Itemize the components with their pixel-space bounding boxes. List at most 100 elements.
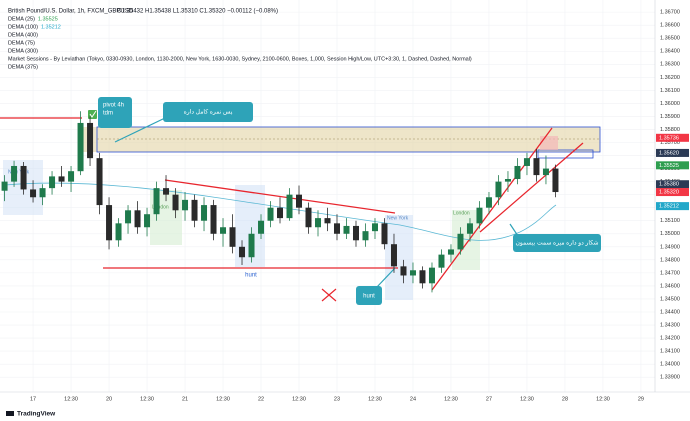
candle-body: [201, 205, 208, 221]
y-tick-label: 1.36000: [660, 101, 680, 107]
callout: [513, 234, 601, 252]
candle-body: [163, 188, 170, 195]
candle-body: [296, 194, 303, 208]
candle-body: [11, 165, 18, 182]
x-tick-label: 29: [638, 396, 644, 402]
candle-body: [77, 122, 84, 172]
check: [89, 110, 97, 118]
candle-body: [96, 158, 103, 206]
x-tick-label: 12:30: [520, 396, 534, 402]
candle-body: [362, 231, 369, 241]
x-tick-label: 24: [410, 396, 416, 402]
session-label: London: [152, 204, 169, 210]
chart-title: British Pound/U.S. Dollar, 1h, FXCM_GBPU…: [8, 9, 134, 15]
candle-body: [495, 181, 502, 198]
candle-body: [438, 254, 445, 268]
candle-body: [352, 225, 359, 241]
y-tick-label: 1.34600: [660, 283, 680, 289]
callout-text: hunt: [363, 294, 375, 300]
x-tick-label: 20: [106, 396, 112, 402]
y-tick-label: 1.35900: [660, 114, 680, 120]
callout-pointer: [375, 267, 396, 289]
y-tick-label: 1.34500: [660, 296, 680, 302]
callout-pointer: [509, 223, 519, 237]
y-tick-label: 1.34200: [660, 336, 680, 342]
zone-outline: [96, 126, 601, 153]
y-tick-label: 1.34000: [660, 362, 680, 368]
y-tick-label: 1.34800: [660, 257, 680, 263]
candle-body: [315, 218, 322, 228]
candle-body: [324, 218, 331, 224]
y-tick-label: 1.36500: [660, 36, 680, 42]
trend-line: [479, 142, 584, 233]
candle-body: [400, 266, 407, 276]
candle-body: [476, 207, 483, 224]
price-tag: [656, 180, 689, 189]
x-tick-label: 17: [30, 396, 36, 402]
y-tick-label: 1.34700: [660, 270, 680, 276]
y-tick-label: 1.35000: [660, 231, 680, 237]
supply-zone: [82, 127, 600, 152]
candle-body: [1, 181, 8, 191]
price-tag: [656, 161, 689, 170]
legend: British Pound/U.S. Dollar, 1h, FXCM_GBPU…: [8, 9, 278, 15]
candle-body: [68, 171, 75, 182]
price-tag-label: 1.35620: [659, 150, 679, 156]
x-tick-label: 12:30: [216, 396, 230, 402]
price-tag: [656, 133, 689, 142]
candle-body: [172, 194, 179, 211]
x-tick-label: 12:30: [292, 396, 306, 402]
callout: [163, 102, 253, 122]
candle-body: [542, 168, 549, 176]
x-tick-label: 12:30: [140, 396, 154, 402]
callout-text: شکار دو داره میره سمت بیسمون: [515, 240, 598, 247]
candle-body: [381, 223, 388, 245]
candle-body: [466, 223, 473, 234]
indicator-value: 1.35525: [38, 16, 58, 22]
indicator-name: DEMA (100): [8, 24, 38, 30]
indicator-name: DEMA (25): [8, 16, 35, 22]
candle-body: [49, 176, 56, 189]
indicator-name: Market Sessions - By Leviathan (Tokyo, 0…: [8, 56, 472, 62]
candle-body: [134, 210, 141, 228]
candles: [1, 111, 559, 293]
candle-body: [58, 176, 65, 182]
candle-body: [390, 244, 397, 267]
candle-body: [20, 165, 27, 190]
candle-body: [371, 223, 378, 232]
candle-body: [514, 165, 521, 180]
y-tick-label: 1.36700: [660, 10, 680, 16]
callout: [356, 286, 382, 305]
session-label: New York: [387, 215, 409, 221]
ma-line: [4, 182, 557, 241]
candle-body: [39, 188, 46, 198]
indicator-name: DEMA (400): [8, 32, 38, 38]
candle-body: [220, 227, 227, 234]
ohlc-summary: O1.35432 H1.35438 L1.35310 C1.35320 −0.0…: [117, 9, 278, 15]
candle-body: [229, 227, 236, 247]
x-tick-label: 12:30: [368, 396, 382, 402]
x-mark: [321, 288, 337, 302]
candle-body: [428, 267, 435, 284]
candle-body: [419, 270, 426, 284]
indicator-name: DEMA (75): [8, 40, 35, 46]
candle-body: [210, 205, 217, 234]
candle-body: [523, 158, 530, 166]
y-tick-label: 1.36300: [660, 62, 680, 68]
y-tick-label: 1.36200: [660, 75, 680, 81]
callout-pointer: [114, 117, 166, 143]
session-box: [385, 215, 413, 300]
hunt-label: hunt: [245, 273, 257, 279]
x-tick-label: 22: [258, 396, 264, 402]
price-tag: [656, 148, 689, 157]
candle-body: [286, 194, 293, 219]
candle-body: [30, 189, 37, 198]
price-tag: [656, 202, 689, 211]
footer: [0, 406, 690, 421]
brand: TradingView: [17, 411, 56, 418]
candle-body: [409, 270, 416, 276]
indicator-name: DEMA (375): [8, 64, 38, 70]
